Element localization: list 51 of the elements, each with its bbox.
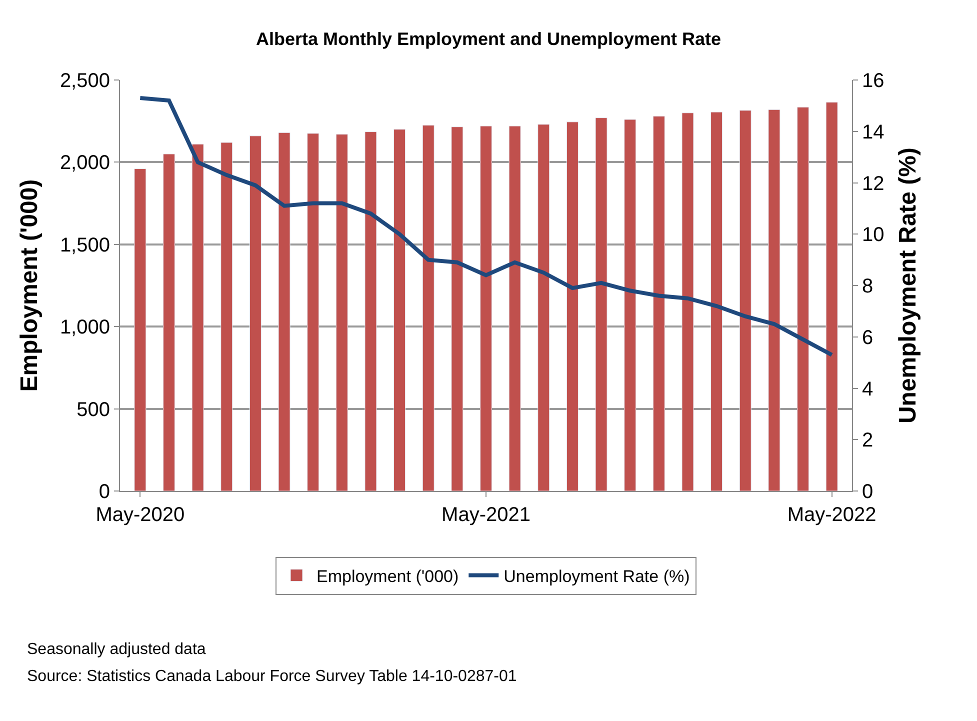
bar [192, 144, 204, 491]
bar [652, 116, 665, 491]
bar [682, 112, 694, 491]
chart-title: Alberta Monthly Employment and Unemployment Rate [256, 29, 722, 50]
y-tick-label: 2,500 [60, 70, 110, 92]
bar [508, 126, 521, 491]
bar [538, 124, 550, 491]
bar [710, 112, 723, 491]
legend-label: Employment ('000) [316, 566, 459, 586]
bar [451, 126, 464, 491]
y2-tick-label: 2 [862, 430, 874, 452]
source-note: Source: Statistics Canada Labour Force Survey Table 14-10-0287-01 [27, 668, 517, 685]
y2-tick-label: 4 [862, 378, 874, 400]
bar [307, 133, 320, 491]
bar [796, 106, 810, 491]
bar [364, 132, 377, 491]
legend-label: Unemployment Rate (%) [504, 566, 690, 586]
y-tick-label: 1,500 [60, 234, 110, 256]
y2-axis-title: Unemployment Rate (%) [894, 147, 922, 424]
line-series [138, 96, 834, 357]
y2-tick-label: 8 [862, 276, 874, 298]
y-axis-title: Employment ('000) [16, 179, 44, 392]
bar [624, 119, 636, 491]
bar [249, 136, 262, 491]
y2-tick-label: 0 [862, 481, 874, 503]
bar [394, 129, 406, 491]
y2-tick-label: 10 [862, 224, 884, 246]
y2-tick-label: 12 [862, 172, 884, 195]
bar [768, 109, 780, 491]
x-tick-label: May-2021 [442, 504, 530, 526]
bar [826, 102, 838, 491]
y2-tick-label: 16 [862, 70, 884, 92]
y-tick-label: 0 [98, 481, 110, 503]
y2-tick-label: 14 [862, 121, 884, 144]
y-tick-label: 1,000 [60, 316, 110, 339]
y-tick-label: 2,000 [60, 152, 110, 174]
bar [162, 154, 176, 491]
bar [278, 132, 290, 491]
x-tick-label: May-2022 [787, 504, 876, 526]
bar [480, 126, 492, 491]
bar [566, 122, 578, 491]
bar [595, 118, 608, 491]
x-tick-label: May-2020 [96, 504, 185, 526]
bar [134, 168, 146, 491]
bar [336, 134, 348, 491]
bar [739, 110, 752, 491]
bar [220, 142, 233, 491]
y2-tick-label: 6 [862, 326, 874, 349]
bar [422, 124, 434, 491]
y-tick-label: 500 [76, 398, 110, 421]
text: Seasonally adjusted data [27, 641, 206, 658]
